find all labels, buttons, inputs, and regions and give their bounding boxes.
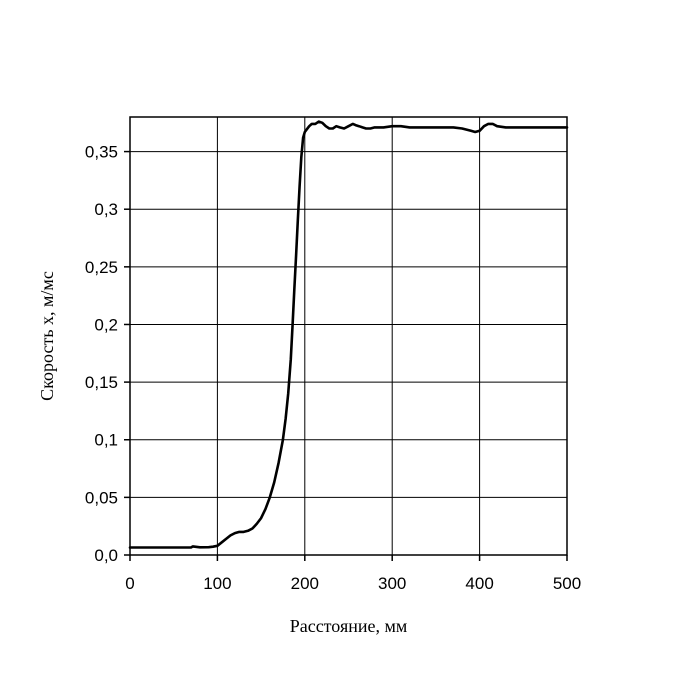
y-axis-label: Скорость x, м/мс [37, 271, 57, 401]
y-tick-label: 0,0 [94, 546, 118, 565]
x-tick-label: 0 [125, 574, 134, 593]
y-axis: 0,0 0,05 0,1 0,15 0,2 0,25 0,3 0,35 [85, 143, 130, 565]
y-tick-label: 0,25 [85, 258, 118, 277]
series-line [128, 120, 569, 549]
x-tick-label: 200 [291, 574, 319, 593]
plot-frame [129, 116, 568, 556]
y-tick-label: 0,05 [85, 488, 118, 507]
y-tick-label: 0,3 [94, 200, 118, 219]
grid [129, 117, 568, 556]
series-layer [128, 120, 569, 549]
y-tick-label: 0,2 [94, 315, 118, 334]
x-tick-label: 300 [378, 574, 406, 593]
x-axis-label: Расстояние, мм [290, 616, 408, 636]
x-axis: 0 100 200 300 400 500 [125, 555, 581, 593]
x-tick-label: 500 [553, 574, 581, 593]
y-tick-label: 0,1 [94, 431, 118, 450]
x-tick-label: 400 [465, 574, 493, 593]
y-tick-label: 0,35 [85, 143, 118, 162]
x-tick-label: 100 [203, 574, 231, 593]
y-tick-label: 0,15 [85, 373, 118, 392]
